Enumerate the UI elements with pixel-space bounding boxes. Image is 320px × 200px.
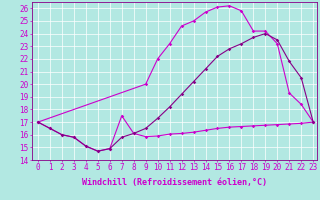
X-axis label: Windchill (Refroidissement éolien,°C): Windchill (Refroidissement éolien,°C) (82, 178, 267, 187)
